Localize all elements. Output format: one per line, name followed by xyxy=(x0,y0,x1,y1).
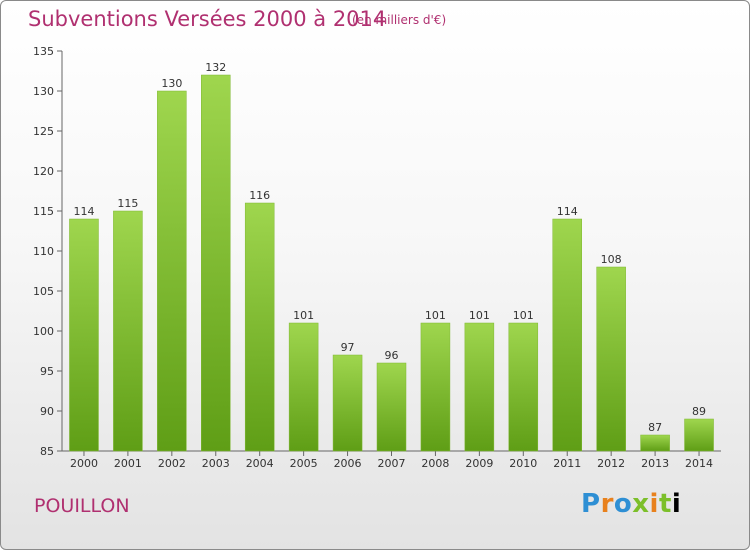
bar-2001 xyxy=(113,210,143,452)
data-label-2005: 101 xyxy=(293,309,314,322)
x-tick-label-2000: 2000 xyxy=(70,457,98,470)
data-label-2003: 132 xyxy=(205,61,226,74)
y-tick-label: 115 xyxy=(33,205,54,218)
data-label-2002: 130 xyxy=(161,77,182,90)
bar-2014 xyxy=(684,418,714,452)
bar-2009 xyxy=(464,322,495,452)
data-label-2000: 114 xyxy=(73,205,94,218)
y-tick-label: 120 xyxy=(33,165,54,178)
y-tick-label: 95 xyxy=(40,365,54,378)
bar-2000 xyxy=(69,218,99,452)
y-tick-label: 100 xyxy=(33,325,54,338)
data-label-2006: 97 xyxy=(341,341,355,354)
y-tick-label: 135 xyxy=(33,45,54,58)
data-label-2007: 96 xyxy=(385,349,399,362)
x-tick-label-2008: 2008 xyxy=(421,457,449,470)
y-tick-label: 90 xyxy=(40,405,54,418)
data-label-2001: 115 xyxy=(117,197,138,210)
x-tick-label-2011: 2011 xyxy=(553,457,581,470)
x-tick-label-2012: 2012 xyxy=(597,457,625,470)
x-tick-label-2007: 2007 xyxy=(378,457,406,470)
x-tick-label-2002: 2002 xyxy=(158,457,186,470)
bar-2004 xyxy=(244,202,275,452)
bar-2007 xyxy=(376,362,407,452)
x-tick-label-2005: 2005 xyxy=(290,457,318,470)
data-label-2013: 87 xyxy=(648,421,662,434)
x-tick-label-2004: 2004 xyxy=(246,457,274,470)
data-label-2004: 116 xyxy=(249,189,270,202)
x-tick-label-2006: 2006 xyxy=(334,457,362,470)
y-tick-label: 110 xyxy=(33,245,54,258)
place-name: POUILLON xyxy=(34,495,130,517)
x-tick-label-2001: 2001 xyxy=(114,457,142,470)
proxiti-logo: Proxiti xyxy=(581,489,682,519)
data-label-2012: 108 xyxy=(601,253,622,266)
y-tick-label: 125 xyxy=(33,125,54,138)
y-tick-label: 130 xyxy=(33,85,54,98)
x-tick-label-2013: 2013 xyxy=(641,457,669,470)
bars xyxy=(69,74,714,452)
x-tick-label-2003: 2003 xyxy=(202,457,230,470)
bar-2013 xyxy=(640,434,670,452)
bar-2005 xyxy=(288,322,319,452)
data-label-2009: 101 xyxy=(469,309,490,322)
x-tick-label-2010: 2010 xyxy=(509,457,537,470)
data-label-2010: 101 xyxy=(513,309,534,322)
chart-unit: (en milliers d'€) xyxy=(352,13,447,27)
data-label-2011: 114 xyxy=(557,205,578,218)
x-tick-label-2009: 2009 xyxy=(465,457,493,470)
y-tick-label: 85 xyxy=(40,445,54,458)
axes: 85 90 95 100 105 110 115 120 125 130 135 2000 2001 20… xyxy=(33,45,721,470)
bar-2002 xyxy=(157,90,187,452)
bar-2011 xyxy=(552,218,582,452)
data-label-2014: 89 xyxy=(692,405,706,418)
data-labels: 114 115 130 132 116 101 97 96 101 101 101 114 108 87 8… xyxy=(73,61,706,434)
data-label-2008: 101 xyxy=(425,309,446,322)
x-tick-label-2014: 2014 xyxy=(685,457,713,470)
y-tick-label: 105 xyxy=(33,285,54,298)
bar-2012 xyxy=(596,266,626,452)
bar-2008 xyxy=(420,322,451,452)
chart-title: Subventions Versées 2000 à 2014 xyxy=(28,7,387,31)
bar-2010 xyxy=(508,322,539,452)
bar-2003 xyxy=(201,74,231,452)
bar-2006 xyxy=(332,354,363,452)
